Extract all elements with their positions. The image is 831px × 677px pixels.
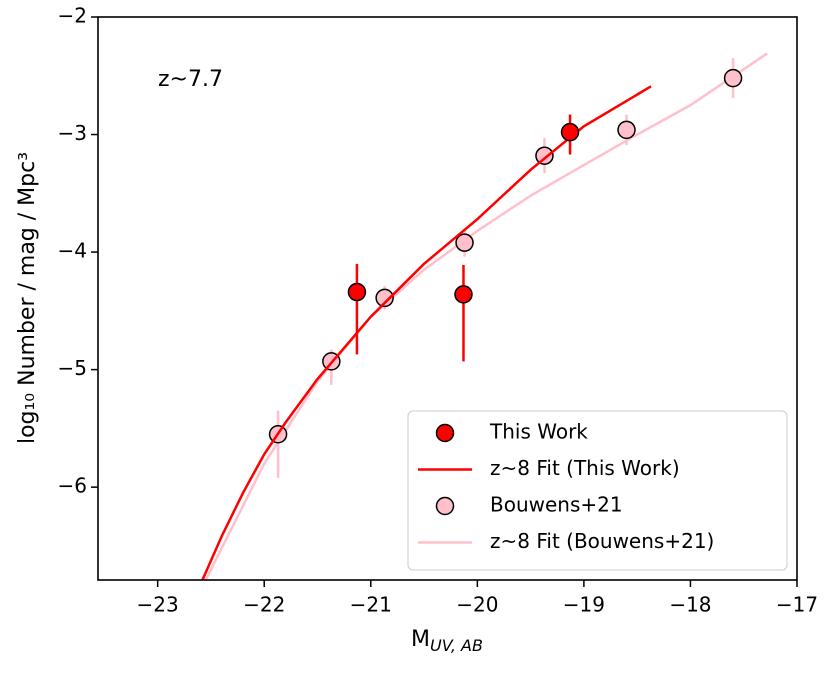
x-tick-label: −21: [350, 593, 392, 617]
legend-label: z~8 Fit (Bouwens+21): [490, 529, 714, 553]
y-tick-label: −5: [58, 356, 87, 380]
fit-line: [201, 85, 652, 580]
legend-label: Bouwens+21: [490, 493, 623, 517]
point: [535, 146, 554, 165]
x-axis-label: MUV, AB: [411, 627, 483, 655]
point: [617, 120, 636, 140]
point: [454, 285, 473, 304]
legend-marker: [435, 423, 455, 443]
legend-label: z~8 Fit (This Work): [490, 456, 680, 480]
y-tick-label: −2: [58, 4, 87, 28]
x-label-sub: UV, AB: [430, 636, 483, 655]
y-tick-label: −4: [58, 239, 87, 263]
y-tick-label: −6: [58, 474, 87, 498]
y-axis-label: log₁₀ Number / mag / Mpc³: [15, 152, 40, 444]
y-tick-label: −3: [58, 121, 87, 145]
point: [723, 68, 743, 88]
legend: [407, 410, 788, 571]
point: [347, 282, 367, 302]
x-label-main: M: [411, 627, 430, 652]
axes-frame: [97, 16, 798, 581]
annotation: z~7.7: [158, 67, 223, 92]
point: [455, 233, 474, 252]
x-tick-label: −19: [563, 593, 605, 617]
point: [375, 288, 394, 308]
fit-line: [204, 52, 768, 580]
x-tick-label: −23: [137, 593, 179, 617]
point: [560, 122, 580, 142]
x-tick-label: −22: [243, 593, 285, 617]
legend-label: This Work: [489, 420, 588, 444]
x-tick-label: −18: [669, 593, 711, 617]
x-tick-label: −20: [456, 593, 498, 617]
legend-marker: [435, 496, 455, 516]
x-tick-label: −17: [776, 593, 818, 617]
plot-area: [201, 52, 768, 580]
